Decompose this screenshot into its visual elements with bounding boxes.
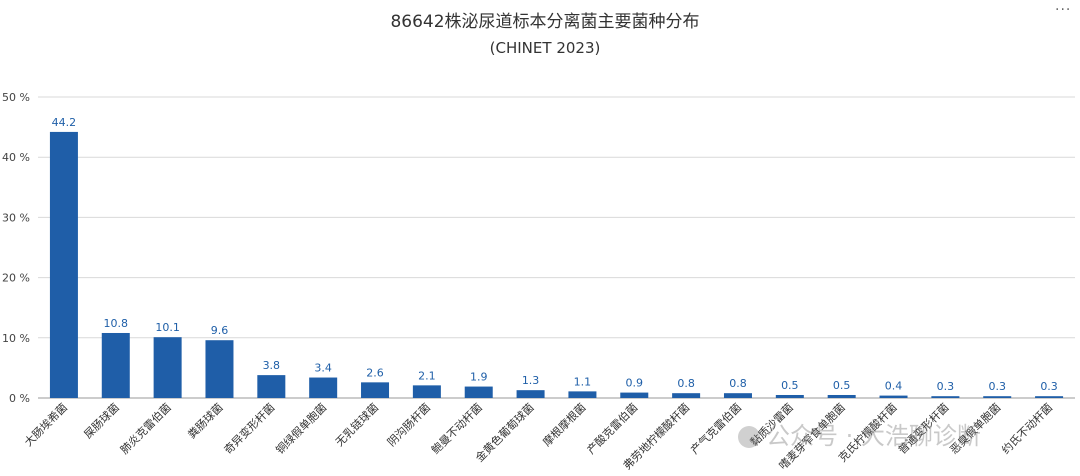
chart-subtitle: (CHINET 2023): [490, 39, 601, 57]
x-tick-label: 摩根摩根菌: [540, 400, 589, 449]
data-label: 10.8: [104, 317, 129, 330]
x-tick-label: 大肠埃希菌: [21, 400, 70, 449]
x-tick-label: 肺炎克雷伯菌: [117, 400, 174, 457]
bar: [361, 382, 390, 398]
data-label: 0.5: [833, 379, 851, 392]
x-tick-label: 阴沟肠杆菌: [384, 400, 433, 449]
data-label: 0.3: [988, 380, 1006, 393]
bar-series: [49, 131, 1064, 398]
bar: [412, 385, 441, 398]
y-axis-ticks: 0 % 10 % 20 % 30 % 40 % 50 %: [2, 91, 30, 405]
grid-lines: [38, 96, 1075, 399]
x-tick-label: 产酸克雷伯菌: [584, 400, 641, 457]
data-label: 0.8: [677, 377, 695, 390]
data-label: 0.3: [1040, 380, 1058, 393]
data-label: 1.1: [574, 375, 592, 388]
x-tick-label: 无乳链球菌: [332, 400, 381, 449]
bar: [672, 393, 701, 398]
y-tick-label: 20 %: [2, 272, 30, 285]
bar: [775, 394, 804, 398]
bar: [879, 395, 908, 398]
bar: [568, 391, 597, 398]
data-label: 9.6: [211, 324, 229, 337]
x-tick-label: 产气克雷伯菌: [688, 400, 745, 457]
bar: [309, 377, 338, 398]
y-tick-label: 40 %: [2, 151, 30, 164]
more-menu-icon[interactable]: ···: [1055, 2, 1072, 18]
data-label: 1.9: [470, 371, 488, 384]
y-tick-label: 10 %: [2, 332, 30, 345]
data-label: 0.4: [885, 380, 903, 393]
data-label: 3.8: [263, 359, 281, 372]
x-tick-label: 屎肠球菌: [81, 400, 122, 441]
x-tick-label: 粪肠球菌: [185, 400, 226, 441]
data-labels: 44.2 10.8 10.1 9.6 3.8 3.4 2.6 2.1 1.9 1.3 1.1 0.9 0…: [52, 116, 1058, 393]
bar: [723, 393, 752, 398]
bar: [49, 131, 78, 398]
bar: [516, 390, 545, 398]
wechat-icon: [738, 426, 760, 448]
bar: [464, 386, 493, 398]
bar: [983, 396, 1012, 398]
x-tick-label: 鲍曼不动杆菌: [428, 400, 485, 457]
bar: [257, 375, 286, 398]
y-tick-label: 0 %: [9, 392, 30, 405]
data-label: 0.8: [729, 377, 747, 390]
data-label: 2.6: [366, 366, 384, 379]
y-tick-label: 50 %: [2, 91, 30, 104]
bar: [1035, 396, 1064, 398]
data-label: 2.1: [418, 369, 436, 382]
x-tick-label: 约氏不动杆菌: [999, 400, 1056, 457]
bar: [827, 394, 856, 398]
bar: [931, 396, 960, 398]
bar: [205, 340, 234, 398]
data-label: 0.3: [937, 380, 955, 393]
bar: [620, 392, 649, 398]
x-tick-label: 奇异变形杆菌: [221, 400, 278, 457]
bar: [153, 337, 182, 398]
data-label: 10.1: [155, 321, 180, 334]
data-label: 1.3: [522, 374, 540, 387]
data-label: 44.2: [52, 116, 77, 129]
y-tick-label: 30 %: [2, 211, 30, 224]
watermark: 公众号 · 大浩聊诊断: [738, 416, 981, 451]
x-tick-label: 铜绿假单胞菌: [273, 400, 330, 457]
data-label: 0.9: [626, 377, 644, 390]
data-label: 0.5: [781, 379, 799, 392]
watermark-text: 公众号 · 大浩聊诊断: [766, 422, 981, 450]
bar: [101, 332, 130, 398]
data-label: 3.4: [314, 362, 332, 375]
chart-title: 86642株泌尿道标本分离菌主要菌种分布: [390, 12, 699, 32]
